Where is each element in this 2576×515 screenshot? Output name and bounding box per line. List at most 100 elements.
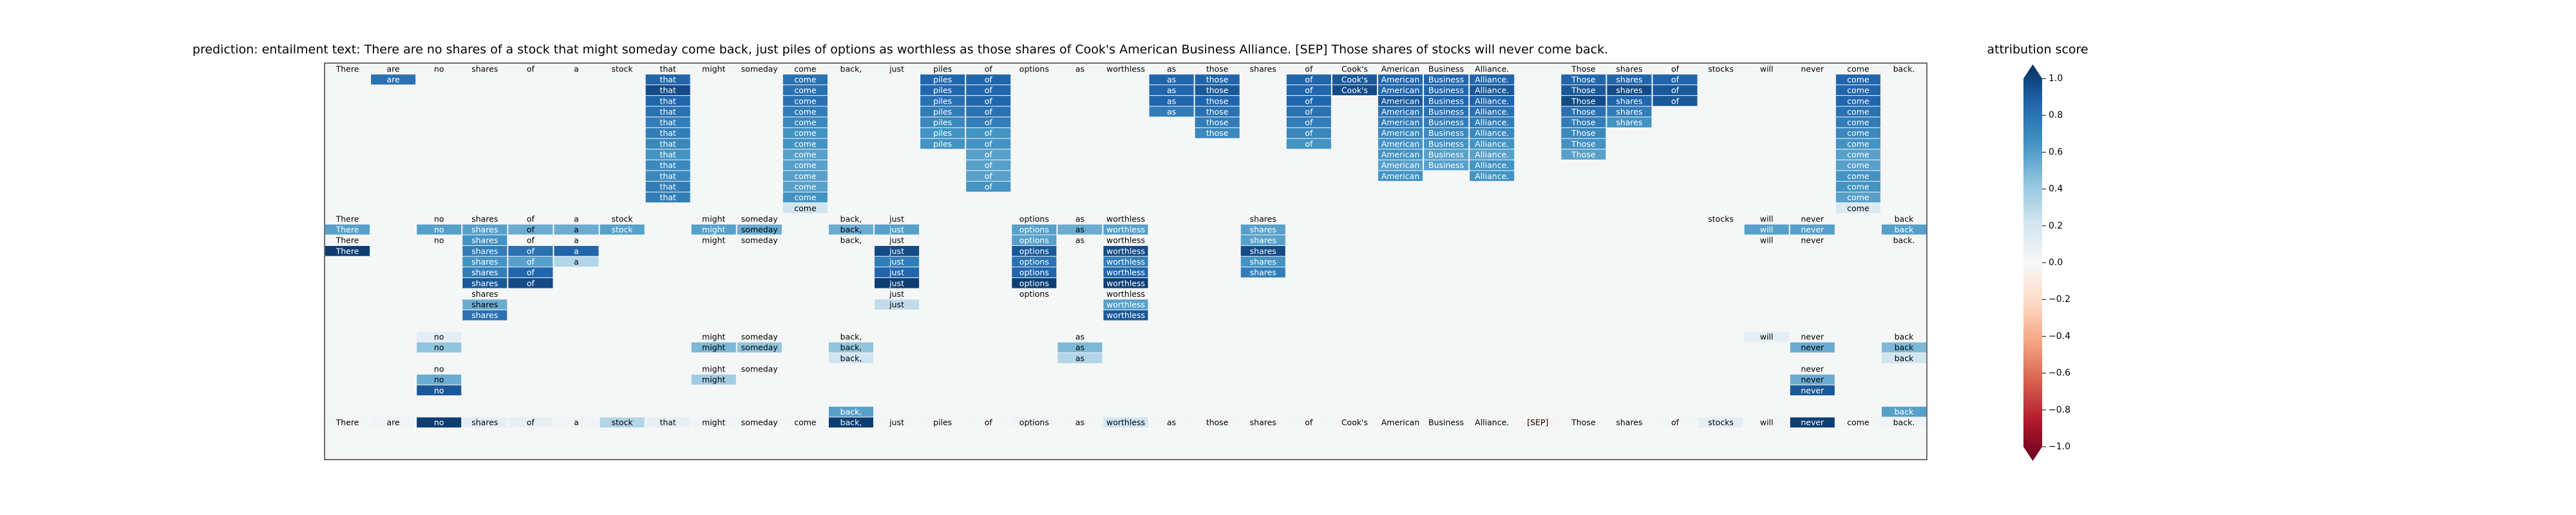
cell-label-17-20: shares <box>1250 246 1276 256</box>
cell-17-17 <box>1103 246 1148 256</box>
cell-label-15-3: shares <box>471 225 498 234</box>
cell-label-9-33: come <box>1847 160 1870 170</box>
colorbar-tick-label: −0.4 <box>2049 331 2070 341</box>
cell-17-12 <box>875 246 920 256</box>
cell-17-0 <box>325 246 370 256</box>
cell-2-27 <box>1561 85 1606 95</box>
cell-label-9-23: American <box>1381 160 1420 170</box>
cell-label-3-7: that <box>659 96 676 106</box>
cell-33-5 <box>554 417 599 428</box>
cell-8-23 <box>1378 149 1423 160</box>
cell-label-3-19: those <box>1206 96 1229 106</box>
cell-label-6-21: of <box>1305 128 1313 138</box>
cell-label-18-12: just <box>889 257 904 267</box>
cell-33-28 <box>1607 417 1652 428</box>
cell-3-7 <box>645 95 690 106</box>
cell-33-23 <box>1378 417 1423 428</box>
cell-label-2-27: Those <box>1571 86 1596 95</box>
cell-label-7-25: Alliance. <box>1475 139 1509 149</box>
cell-label-0-12: just <box>889 64 904 73</box>
cell-15-4 <box>508 224 553 235</box>
cell-label-33-32: never <box>1801 418 1824 427</box>
cell-3-21 <box>1286 95 1331 106</box>
cell-33-4 <box>508 417 553 428</box>
cell-label-33-16: as <box>1075 418 1084 427</box>
cell-15-34 <box>1881 224 1926 235</box>
cell-20-15 <box>1012 277 1057 288</box>
cell-label-11-33: come <box>1847 182 1870 191</box>
cell-label-5-10: come <box>794 118 817 127</box>
cell-label-1-28: shares <box>1616 75 1642 84</box>
cell-label-2-14: of <box>985 86 993 95</box>
cell-11-10 <box>782 182 828 192</box>
cell-20-12 <box>875 277 920 288</box>
cell-18-12 <box>875 256 920 267</box>
cell-label-4-28: shares <box>1616 107 1642 117</box>
cell-19-15 <box>1012 267 1057 277</box>
cell-label-1-24: Business <box>1428 75 1464 84</box>
cell-18-4 <box>508 256 553 267</box>
token-cells: There are no shares of a stock that might someday… <box>325 64 1926 428</box>
cell-label-12-7: that <box>659 192 676 202</box>
cell-label-18-3: shares <box>471 257 498 267</box>
cell-label-33-8: might <box>702 418 726 427</box>
cell-label-20-17: worthless <box>1106 278 1145 288</box>
cell-label-0-27: Those <box>1571 64 1596 73</box>
cell-4-28 <box>1607 106 1652 117</box>
cell-12-33 <box>1835 192 1880 203</box>
cell-label-23-17: worthless <box>1106 310 1145 320</box>
cell-label-14-31: will <box>1760 214 1774 223</box>
cell-label-7-33: come <box>1847 139 1870 149</box>
cell-label-10-10: come <box>794 171 817 181</box>
cell-1-23 <box>1378 74 1423 85</box>
cell-label-4-21: of <box>1305 107 1313 117</box>
cell-label-33-24: Business <box>1428 418 1464 427</box>
cell-20-4 <box>508 277 553 288</box>
cell-label-5-21: of <box>1305 118 1313 127</box>
cell-label-21-15: options <box>1019 289 1049 299</box>
cell-33-31 <box>1744 417 1789 428</box>
cell-label-0-7: that <box>659 64 676 73</box>
cell-label-16-9: someday <box>741 236 779 245</box>
cell-8-14 <box>966 149 1011 160</box>
cell-2-24 <box>1424 85 1469 95</box>
cell-label-27-16: as <box>1075 353 1084 363</box>
cell-33-0 <box>325 417 370 428</box>
cell-1-1 <box>371 74 416 85</box>
cell-10-23 <box>1378 171 1423 182</box>
cell-label-15-32: never <box>1801 225 1824 234</box>
cell-label-4-27: Those <box>1571 107 1596 117</box>
cell-label-10-25: Alliance. <box>1475 171 1509 181</box>
cell-33-27 <box>1561 417 1606 428</box>
cell-label-33-27: Those <box>1571 418 1596 427</box>
cell-label-33-31: will <box>1760 418 1774 427</box>
cell-label-16-16: as <box>1075 236 1084 245</box>
cell-label-26-9: someday <box>741 342 779 352</box>
cell-label-22-12: just <box>889 300 904 310</box>
cell-label-0-23: American <box>1381 64 1420 73</box>
cell-5-19 <box>1195 117 1240 127</box>
cell-label-14-30: stocks <box>1708 214 1734 223</box>
cell-label-25-9: someday <box>741 332 779 342</box>
cell-23-17 <box>1103 310 1148 321</box>
cell-5-21 <box>1286 117 1331 127</box>
cell-label-19-15: options <box>1019 268 1049 277</box>
cell-label-4-33: come <box>1847 107 1870 117</box>
cell-label-6-7: that <box>659 128 676 138</box>
cell-15-20 <box>1240 224 1285 235</box>
cell-label-8-33: come <box>1847 150 1870 160</box>
cell-label-30-32: never <box>1801 386 1824 395</box>
cell-label-9-7: that <box>659 160 676 170</box>
colorbar: attribution score 1.0 0.8 0.6 0.4 0.2 0.0 −0.2… <box>1987 42 2088 461</box>
cell-label-28-32: never <box>1801 364 1824 373</box>
cell-15-31 <box>1744 224 1789 235</box>
cell-33-14 <box>966 417 1011 428</box>
cell-label-29-8: might <box>702 375 726 384</box>
cell-label-33-5: a <box>574 418 579 427</box>
cell-label-19-20: shares <box>1250 268 1276 277</box>
cell-label-6-24: Business <box>1428 128 1464 138</box>
cell-label-14-0: There <box>336 214 359 223</box>
cell-label-4-24: Business <box>1428 107 1464 117</box>
cell-label-16-34: back. <box>1893 236 1915 245</box>
cell-label-0-32: never <box>1801 64 1824 73</box>
